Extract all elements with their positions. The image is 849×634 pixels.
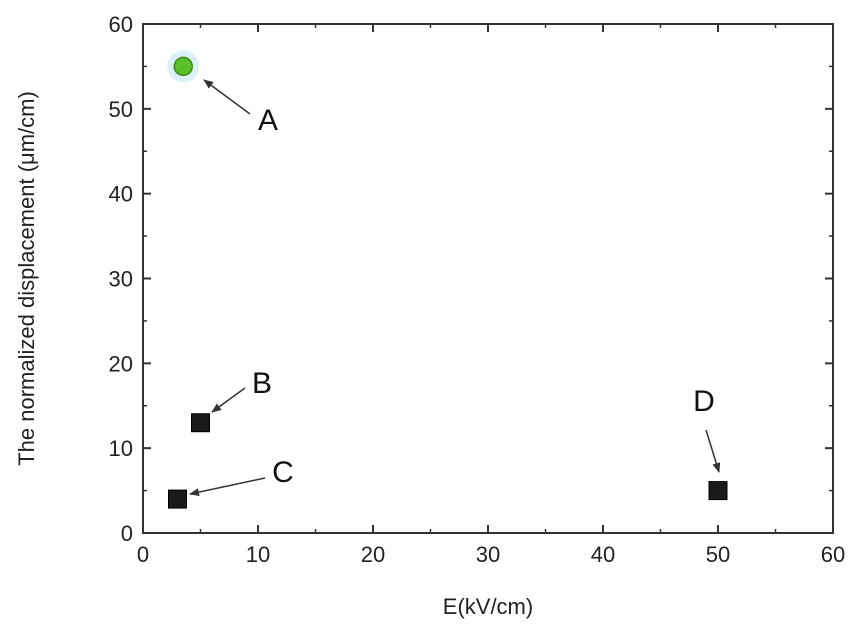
point-c-label: C (272, 456, 294, 489)
y-tick-label: 40 (109, 182, 133, 207)
point-annotations: A B C D (189, 79, 721, 497)
point-b-marker (191, 413, 210, 433)
point-b-label: B (252, 367, 272, 400)
y-tick-label: 30 (109, 267, 133, 292)
x-tick-label: 20 (361, 542, 385, 567)
plot-border (142, 23, 834, 534)
point-c-marker (168, 489, 187, 509)
point-a-arrow (203, 79, 251, 115)
data-points (167, 50, 728, 509)
point-d-marker (708, 481, 728, 501)
x-tick-label: 30 (476, 542, 500, 567)
point-d-label: D (693, 385, 715, 418)
point-b-arrow (211, 387, 246, 413)
point-d-arrow (705, 429, 721, 473)
x-tick-label: 10 (246, 542, 270, 567)
y-tick-label: 10 (109, 436, 133, 461)
x-tick-label: 0 (137, 542, 149, 567)
plot-frame (142, 23, 834, 534)
x-tick-label: 60 (821, 542, 845, 567)
y-tick-label: 0 (121, 521, 133, 546)
y-axis-title: The normalized displacement (μm/cm) (14, 91, 39, 466)
x-axis: 0 10 20 30 40 50 60 (137, 24, 845, 567)
x-tick-label: 50 (706, 542, 730, 567)
x-axis-title: E(kV/cm) (443, 594, 533, 619)
x-tick-label: 40 (591, 542, 615, 567)
y-tick-label: 20 (109, 351, 133, 376)
point-c-arrow (189, 477, 266, 497)
y-axis: 0 10 20 30 40 50 60 (109, 12, 833, 546)
point-a-label: A (258, 104, 278, 137)
y-tick-label: 60 (109, 12, 133, 37)
y-tick-label: 50 (109, 97, 133, 122)
point-a-marker (173, 56, 193, 77)
